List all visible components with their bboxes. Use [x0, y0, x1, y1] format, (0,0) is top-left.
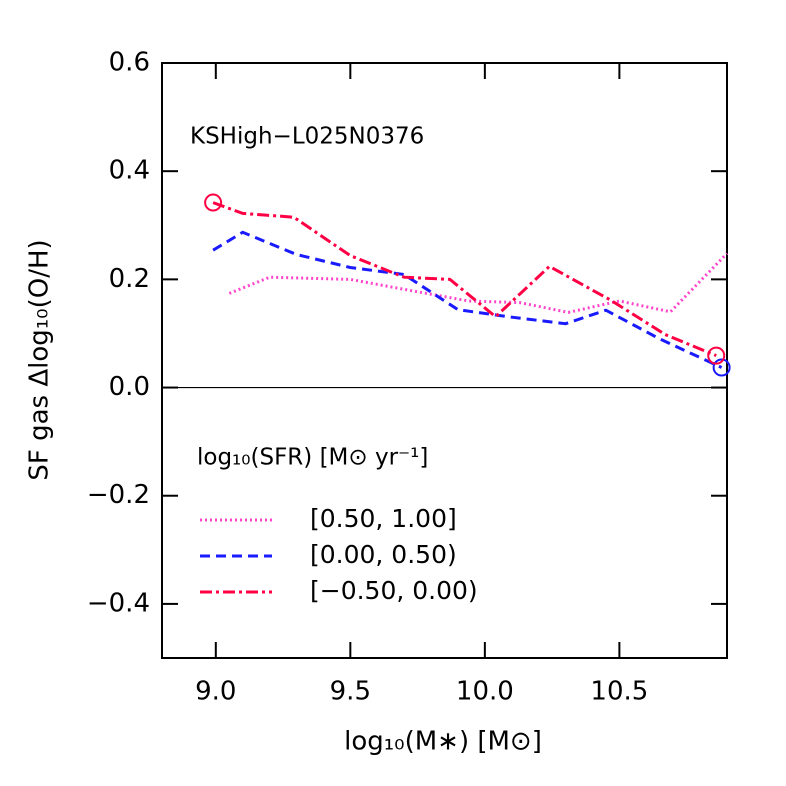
- y-tick-label: 0.4: [109, 156, 150, 186]
- y-axis-label: SF gas Δlog₁₀(O/H): [25, 239, 55, 480]
- legend-label: [0.00, 0.50): [310, 540, 457, 569]
- y-tick-label: 0.2: [109, 264, 150, 294]
- legend-title: log₁₀(SFR) [M⊙ yr⁻¹]: [197, 445, 428, 471]
- x-tick-label: 9.0: [195, 677, 236, 707]
- annotation: KSHigh−L025N0376: [190, 124, 424, 150]
- y-tick-label: 0.6: [109, 48, 150, 78]
- y-tick-label: −0.2: [87, 480, 150, 510]
- x-tick-label: 10.5: [590, 677, 648, 707]
- legend-label: [−0.50, 0.00): [310, 576, 478, 605]
- x-tick-label: 9.5: [330, 677, 371, 707]
- legend-label: [0.50, 1.00]: [310, 504, 457, 533]
- end-marker: [204, 193, 223, 212]
- end-marker: [712, 358, 731, 377]
- x-tick-label: 10.0: [456, 677, 514, 707]
- end-marker: [707, 346, 726, 365]
- y-tick-label: 0.0: [109, 372, 150, 402]
- x-axis-label: log₁₀(M∗) [M⊙]: [344, 727, 542, 757]
- series-line: [228, 252, 729, 314]
- series-line: [212, 230, 723, 369]
- series-line: [212, 201, 717, 357]
- y-tick-label: −0.4: [87, 588, 150, 618]
